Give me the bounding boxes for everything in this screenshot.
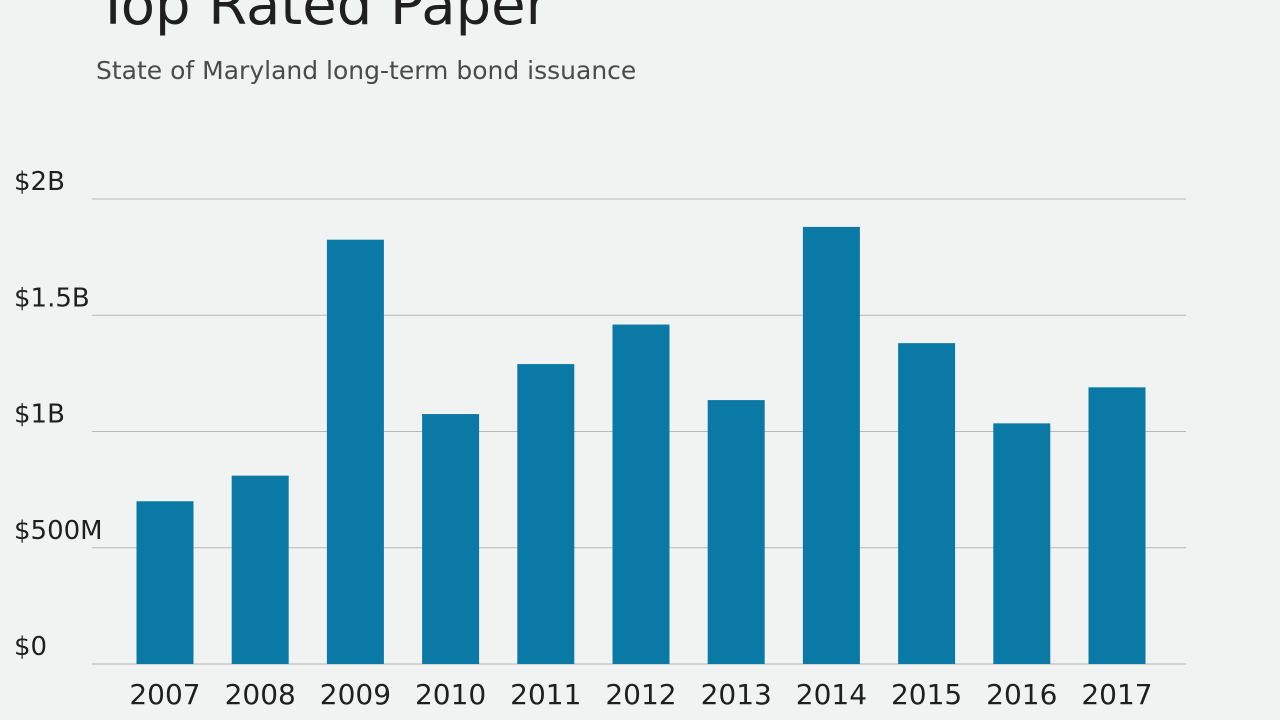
bar-2014 (802, 226, 860, 664)
x-tick-label: 2017 (1081, 678, 1152, 711)
bars (136, 226, 1146, 664)
chart-subtitle: State of Maryland long-term bond issuanc… (96, 56, 637, 85)
bar-2013 (707, 400, 765, 664)
bar-2012 (612, 324, 670, 664)
x-tick-label: 2013 (701, 678, 772, 711)
x-tick-label: 2016 (986, 678, 1057, 711)
y-tick-label: $2B (14, 167, 65, 197)
bar-2007 (136, 501, 194, 664)
x-axis-tick-labels: 2007 2008 2009 2010 2011 2012 2013 2014 2015 2016… (129, 678, 1152, 711)
x-tick-label: 2008 (225, 678, 296, 711)
y-tick-label: $1B (14, 400, 65, 430)
bar-2008 (231, 475, 289, 664)
bar-2015 (898, 343, 956, 664)
bar-2016 (993, 423, 1051, 664)
bar-2011 (517, 364, 575, 664)
x-tick-label: 2014 (796, 678, 867, 711)
x-tick-label: 2012 (605, 678, 676, 711)
x-tick-label: 2009 (320, 678, 391, 711)
bar-2017 (1088, 387, 1146, 664)
x-tick-label: 2011 (510, 678, 581, 711)
chart-title: Top Rated Paper (96, 0, 549, 38)
bar-2009 (326, 239, 384, 664)
bar-2010 (422, 414, 480, 664)
y-tick-label: $1.5B (14, 283, 90, 313)
x-tick-label: 2010 (415, 678, 486, 711)
y-tick-label: $500M (14, 516, 103, 546)
y-axis-tick-labels: $0 $500M $1B $1.5B $2B (14, 167, 103, 662)
x-tick-label: 2015 (891, 678, 962, 711)
x-tick-label: 2007 (129, 678, 200, 711)
y-tick-label: $0 (14, 632, 47, 662)
